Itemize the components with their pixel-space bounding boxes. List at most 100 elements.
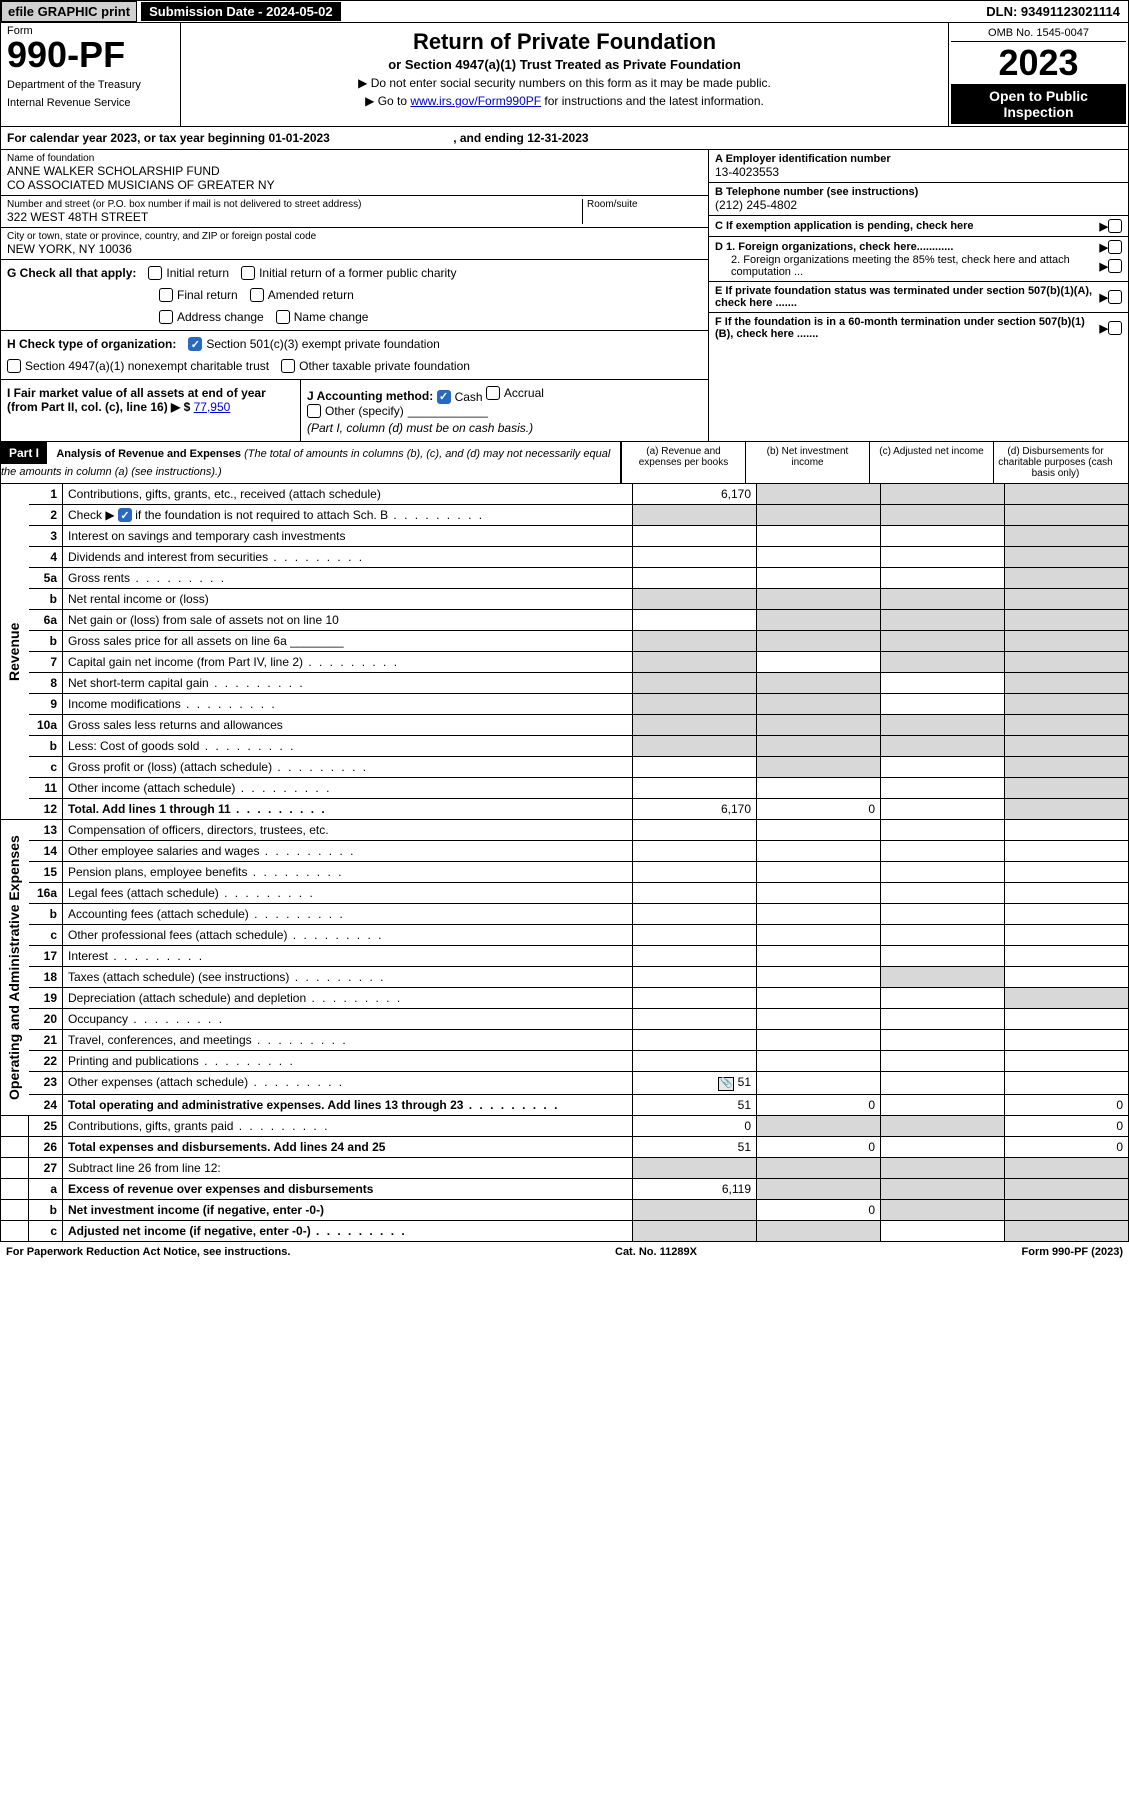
line-4: Dividends and interest from securities: [63, 547, 633, 568]
chk-e[interactable]: [1108, 290, 1122, 304]
c-label: C If exemption application is pending, c…: [715, 220, 1100, 232]
chk-name-change[interactable]: [276, 310, 290, 324]
col-a-header: (a) Revenue and expenses per books: [621, 442, 745, 483]
lbl-initial-former: Initial return of a former public charit…: [259, 266, 456, 280]
g-label: G Check all that apply:: [7, 266, 136, 280]
chk-d2[interactable]: [1108, 259, 1122, 273]
line-27c: Adjusted net income (if negative, enter …: [63, 1221, 633, 1242]
chk-initial-former[interactable]: [241, 266, 255, 280]
chk-other-taxable[interactable]: [281, 359, 295, 373]
l2-pre: Check ▶: [68, 508, 115, 522]
val-27b: 0: [757, 1200, 881, 1221]
attachment-icon[interactable]: 📎: [718, 1077, 734, 1091]
chk-4947[interactable]: [7, 359, 21, 373]
form-note-1: ▶ Do not enter social security numbers o…: [187, 76, 942, 90]
val-25d: 0: [1005, 1116, 1129, 1137]
lbl-other-tax: Other taxable private foundation: [299, 359, 470, 373]
line-12: Total. Add lines 1 through 11: [63, 799, 633, 820]
addr-label: Number and street (or P.O. box number if…: [7, 199, 582, 210]
line-8: Net short-term capital gain: [63, 673, 633, 694]
chk-final-return[interactable]: [159, 288, 173, 302]
efile-print-button[interactable]: efile GRAPHIC print: [1, 1, 137, 22]
submission-date: Submission Date - 2024-05-02: [141, 2, 341, 21]
tel-label: B Telephone number (see instructions): [715, 186, 1122, 198]
header-bar: efile GRAPHIC print Submission Date - 20…: [0, 0, 1129, 23]
foundation-name-1: ANNE WALKER SCHOLARSHIP FUND: [7, 164, 702, 178]
irs-link[interactable]: www.irs.gov/Form990PF: [410, 94, 541, 108]
chk-f[interactable]: [1108, 321, 1122, 335]
city-label: City or town, state or province, country…: [7, 231, 702, 242]
chk-sch-b[interactable]: [118, 508, 132, 522]
line-16a: Legal fees (attach schedule): [63, 883, 633, 904]
foundation-name-2: CO ASSOCIATED MUSICIANS OF GREATER NY: [7, 178, 702, 192]
lines-table: Revenue 1Contributions, gifts, grants, e…: [0, 484, 1129, 1243]
chk-accrual[interactable]: [486, 386, 500, 400]
lbl-other: Other (specify): [325, 404, 404, 418]
line-10b: Less: Cost of goods sold: [63, 736, 633, 757]
year-end: 12-31-2023: [527, 131, 588, 145]
lbl-address: Address change: [177, 310, 264, 324]
year-begin: 01-01-2023: [268, 131, 329, 145]
col-c-header: (c) Adjusted net income: [869, 442, 993, 483]
form-number: 990-PF: [7, 37, 174, 73]
line-20: Occupancy: [63, 1009, 633, 1030]
val-24b: 0: [757, 1095, 881, 1116]
line-17: Interest: [63, 946, 633, 967]
part1-header-row: Part I Analysis of Revenue and Expenses …: [0, 442, 1129, 484]
col-d-header: (d) Disbursements for charitable purpose…: [993, 442, 1117, 483]
dept-treasury: Department of the Treasury: [7, 79, 174, 91]
lbl-accrual: Accrual: [504, 386, 544, 400]
line-19: Depreciation (attach schedule) and deple…: [63, 988, 633, 1009]
ein-value: 13-4023553: [715, 165, 1122, 179]
chk-d1[interactable]: [1108, 240, 1122, 254]
note2-pre: ▶ Go to: [365, 94, 410, 108]
dln: DLN: 93491123021114: [978, 2, 1128, 21]
chk-501c3[interactable]: [188, 337, 202, 351]
line-7: Capital gain net income (from Part IV, l…: [63, 652, 633, 673]
chk-amended-return[interactable]: [250, 288, 264, 302]
col-b-header: (b) Net investment income: [745, 442, 869, 483]
room-label: Room/suite: [587, 199, 702, 210]
line-21: Travel, conferences, and meetings: [63, 1030, 633, 1051]
revenue-side-label: Revenue: [1, 484, 29, 820]
form-header: Form 990-PF Department of the Treasury I…: [0, 23, 1129, 127]
line-2: Check ▶ if the foundation is not require…: [63, 504, 633, 526]
e-label: E If private foundation status was termi…: [715, 285, 1100, 309]
val-26b: 0: [757, 1137, 881, 1158]
line-24: Total operating and administrative expen…: [63, 1095, 633, 1116]
irs-label: Internal Revenue Service: [7, 97, 174, 109]
line-6a: Net gain or (loss) from sale of assets n…: [63, 610, 633, 631]
cal-pre: For calendar year 2023, or tax year begi…: [7, 131, 268, 145]
line-5a: Gross rents: [63, 568, 633, 589]
line-25: Contributions, gifts, grants paid: [63, 1116, 633, 1137]
chk-cash[interactable]: [437, 390, 451, 404]
omb-number: OMB No. 1545-0047: [951, 25, 1126, 42]
lbl-501c3: Section 501(c)(3) exempt private foundat…: [206, 337, 439, 351]
val-23a: 📎 51: [633, 1072, 757, 1095]
form-note-2: ▶ Go to www.irs.gov/Form990PF for instru…: [187, 94, 942, 108]
footer-left: For Paperwork Reduction Act Notice, see …: [6, 1246, 290, 1258]
line-15: Pension plans, employee benefits: [63, 862, 633, 883]
chk-address-change[interactable]: [159, 310, 173, 324]
line-27b: Net investment income (if negative, ente…: [63, 1200, 633, 1221]
line-26: Total expenses and disbursements. Add li…: [63, 1137, 633, 1158]
chk-initial-return[interactable]: [148, 266, 162, 280]
d1-label: D 1. Foreign organizations, check here..…: [715, 241, 1100, 253]
line-3: Interest on savings and temporary cash i…: [63, 526, 633, 547]
footer-cat: Cat. No. 11289X: [615, 1246, 697, 1258]
lbl-final: Final return: [177, 288, 238, 302]
line-23: Other expenses (attach schedule): [63, 1072, 633, 1095]
lbl-4947: Section 4947(a)(1) nonexempt charitable …: [25, 359, 269, 373]
line-10c: Gross profit or (loss) (attach schedule): [63, 757, 633, 778]
chk-other-method[interactable]: [307, 404, 321, 418]
expenses-side-label: Operating and Administrative Expenses: [1, 820, 29, 1116]
val-25a: 0: [633, 1116, 757, 1137]
org-info-grid: Name of foundation ANNE WALKER SCHOLARSH…: [0, 150, 1129, 442]
note2-post: for instructions and the latest informat…: [544, 94, 763, 108]
val-24a: 51: [633, 1095, 757, 1116]
i-value[interactable]: 77,950: [194, 400, 231, 414]
val-12a: 6,170: [633, 799, 757, 820]
part1-label: Part I: [1, 442, 47, 464]
chk-c-pending[interactable]: [1108, 219, 1122, 233]
line-13: Compensation of officers, directors, tru…: [63, 820, 633, 841]
